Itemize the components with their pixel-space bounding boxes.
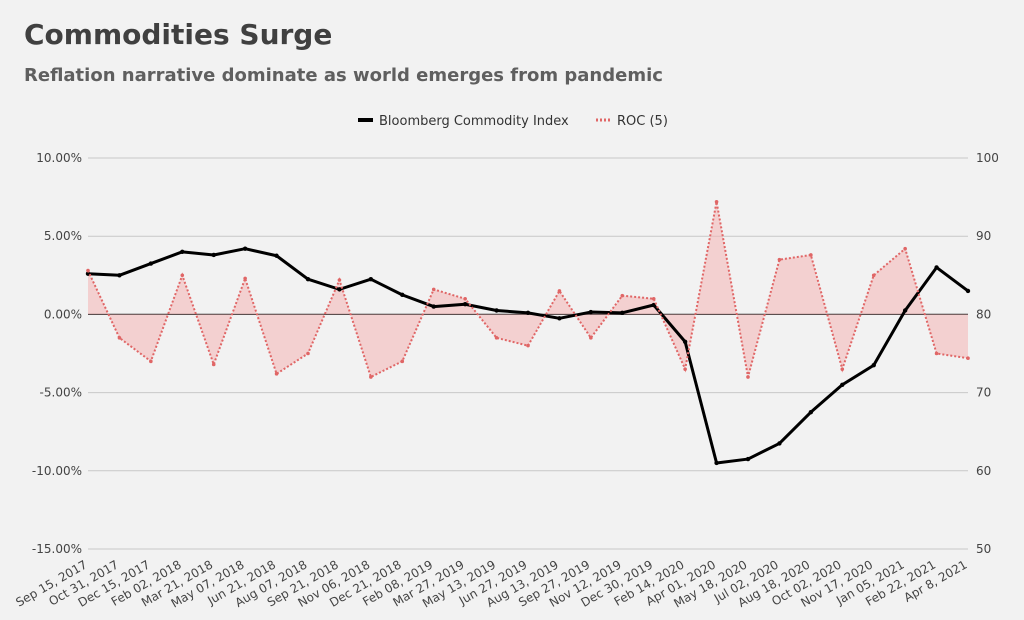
- data-point-roc: [557, 289, 562, 293]
- data-point-roc: [306, 351, 310, 356]
- chart-subtitle: Reflation narrative dominate as world em…: [24, 65, 663, 86]
- right-axis-tick-label: 80: [976, 307, 991, 321]
- data-point-roc: [274, 372, 279, 376]
- left-axis-tick-label: 5.00%: [44, 229, 82, 243]
- data-point-roc: [149, 359, 153, 364]
- left-axis-tick-label: -10.00%: [32, 464, 82, 478]
- right-axis-tick-label: 50: [976, 542, 991, 556]
- data-point-bci: [431, 304, 436, 309]
- legend-label-roc: ROC (5): [617, 114, 668, 129]
- data-point-bci: [588, 309, 594, 315]
- data-point-bci: [462, 302, 468, 307]
- data-point-roc: [840, 367, 845, 371]
- data-point-bci: [211, 252, 216, 258]
- data-point-bci: [305, 277, 311, 282]
- right-axis-tick-label: 90: [976, 229, 991, 243]
- data-point-bci: [525, 310, 531, 316]
- legend-label-bci: Bloomberg Commodity Index: [379, 114, 569, 129]
- right-axis-tick-label: 70: [976, 386, 991, 400]
- data-point-roc: [589, 336, 593, 340]
- data-point-bci: [148, 261, 154, 266]
- data-point-roc: [871, 273, 876, 278]
- data-point-roc: [463, 296, 467, 301]
- data-point-bci: [682, 339, 688, 344]
- data-point-bci: [808, 409, 814, 415]
- right-axis-tick-label: 60: [976, 464, 991, 478]
- data-point-roc: [86, 268, 90, 273]
- data-point-roc: [777, 257, 782, 262]
- data-point-bci: [494, 308, 499, 313]
- data-point-bci: [965, 288, 971, 294]
- data-point-bci: [180, 249, 185, 255]
- data-point-roc: [620, 293, 625, 298]
- right-axis-tick-label: 100: [976, 151, 999, 165]
- data-point-roc: [243, 276, 247, 281]
- data-point-roc: [117, 336, 122, 340]
- data-point-roc: [746, 375, 750, 379]
- data-point-roc: [369, 375, 373, 379]
- data-point-roc: [651, 296, 656, 301]
- data-point-bci: [557, 316, 562, 321]
- data-point-roc: [714, 199, 719, 204]
- data-point-roc: [180, 273, 185, 278]
- legend: Bloomberg Commodity Index ROC (5): [358, 114, 668, 129]
- data-point-bci: [620, 310, 625, 316]
- series-line-roc: [87, 201, 969, 379]
- data-point-bci: [274, 253, 279, 258]
- data-point-bci: [902, 308, 908, 313]
- data-point-roc: [494, 336, 499, 340]
- data-point-roc: [683, 367, 687, 371]
- data-point-bci: [934, 265, 939, 270]
- data-point-bci: [117, 273, 122, 278]
- data-point-bci: [651, 302, 656, 308]
- series-area-roc: [88, 201, 968, 377]
- data-point-roc: [809, 253, 813, 257]
- chart-title: Commodities Surge: [24, 18, 333, 51]
- data-point-roc: [903, 246, 907, 251]
- data-point-roc: [431, 287, 436, 292]
- data-point-roc: [934, 351, 939, 356]
- data-point-bci: [714, 460, 719, 466]
- data-point-bci: [745, 456, 751, 462]
- left-axis-tick-label: -5.00%: [40, 386, 82, 400]
- left-axis-tick-label: 10.00%: [36, 151, 82, 165]
- data-point-bci: [368, 277, 374, 282]
- data-point-roc: [966, 356, 970, 360]
- data-point-bci: [242, 246, 248, 251]
- data-point-roc: [400, 359, 405, 364]
- data-point-bci: [840, 382, 845, 387]
- data-point-bci: [777, 441, 782, 446]
- data-point-roc: [526, 343, 530, 348]
- data-point-bci: [871, 363, 876, 368]
- data-point-bci: [337, 287, 342, 292]
- data-point-bci: [400, 292, 405, 298]
- data-point-roc: [337, 278, 342, 282]
- series-line-bci: [87, 247, 969, 465]
- data-point-roc: [211, 362, 216, 367]
- left-axis-tick-label: 0.00%: [44, 307, 82, 321]
- left-axis-tick-label: -15.00%: [32, 542, 82, 556]
